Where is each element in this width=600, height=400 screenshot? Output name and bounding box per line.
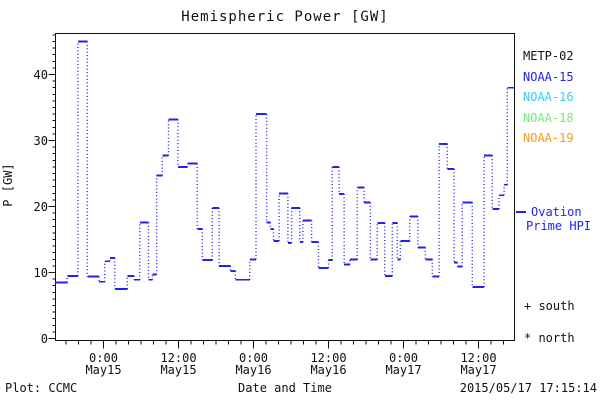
x-tick-date: May16 xyxy=(235,363,272,377)
legend-item-noaa-16: NOAA-16 xyxy=(523,90,574,105)
legend-series-ovation: Ovation Prime HPI xyxy=(513,205,600,233)
y-tick-label: 20 xyxy=(33,199,48,214)
y-tick-label: 0 xyxy=(40,331,48,346)
footer-plot-credit: Plot: CCMC xyxy=(5,381,78,395)
y-axis-title: P [GW] xyxy=(1,163,15,207)
x-tick-label: 12:00 May15 xyxy=(141,352,217,376)
legend-north-marker: * north xyxy=(524,331,575,345)
legend-satellites: METP-02 NOAA-15 NOAA-16 NOAA-18 NOAA-19 xyxy=(523,46,574,149)
x-tick-time: 0:00 xyxy=(89,351,118,365)
footer-timestamp: 2015/05/17 17:15:14 xyxy=(459,381,597,395)
legend-item-noaa-15: NOAA-15 xyxy=(523,69,574,84)
x-tick-label: 0:00 May17 xyxy=(366,352,442,376)
x-axis-ticks xyxy=(65,340,504,349)
x-tick-time: 12:00 xyxy=(160,351,197,365)
y-tick-label: 30 xyxy=(33,133,48,148)
legend-item-metp-02: METP-02 xyxy=(523,49,574,63)
x-tick-label: 12:00 May17 xyxy=(441,352,517,376)
y-tick-label: 10 xyxy=(33,265,48,280)
legend-item-noaa-19: NOAA-19 xyxy=(523,131,574,146)
y-axis-ticks xyxy=(48,34,56,339)
hpi-step-series xyxy=(55,40,515,290)
plot-frame xyxy=(55,33,515,341)
x-tick-time: 12:00 xyxy=(460,351,497,365)
x-tick-label: 0:00 May16 xyxy=(216,352,292,376)
y-tick-label: 40 xyxy=(33,67,48,82)
x-tick-date: May16 xyxy=(310,363,347,377)
x-tick-date: May15 xyxy=(160,363,197,377)
x-tick-label: 12:00 May16 xyxy=(291,352,367,376)
legend-series-line1: Ovation xyxy=(531,205,582,219)
chart-title: Hemispheric Power [GW] xyxy=(181,9,389,25)
x-tick-date: May15 xyxy=(85,363,122,377)
x-tick-time: 12:00 xyxy=(310,351,347,365)
legend-item-noaa-18: NOAA-18 xyxy=(523,110,574,125)
x-tick-date: May17 xyxy=(385,363,422,377)
x-tick-date: May17 xyxy=(460,363,497,377)
legend-south-marker: + south xyxy=(524,299,575,313)
x-tick-time: 0:00 xyxy=(389,351,418,365)
x-axis-title: Date and Time xyxy=(238,381,332,395)
x-tick-label: 0:00 May15 xyxy=(66,352,142,376)
legend-series-line2: Prime HPI xyxy=(526,219,592,233)
x-tick-time: 0:00 xyxy=(239,351,268,365)
line-sample-icon xyxy=(516,211,526,213)
